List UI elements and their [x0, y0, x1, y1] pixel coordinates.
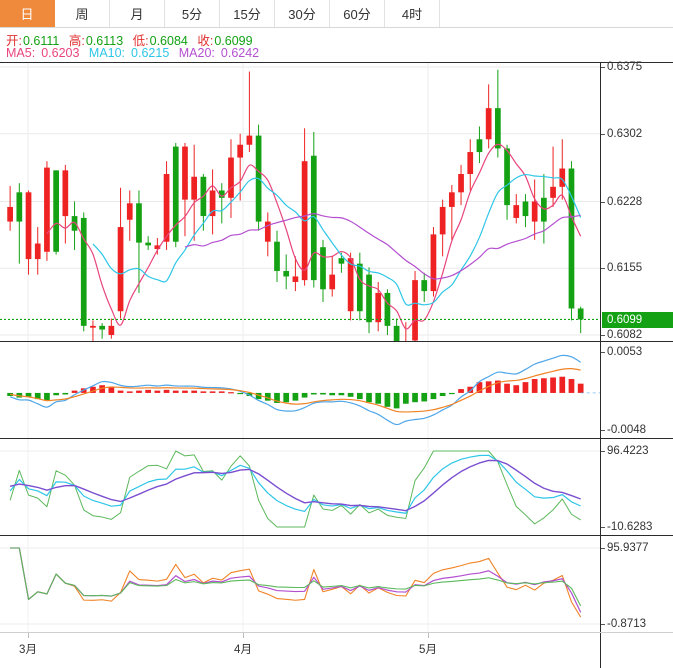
candlestick-plot [0, 63, 600, 341]
high-value: 0.6113 [85, 34, 124, 48]
open-label: 开: [6, 34, 22, 48]
price-tick-label: 0.6155 [607, 262, 643, 275]
price-tick-label: 0.6228 [607, 195, 643, 208]
tab-60min-label: 60分 [343, 7, 371, 22]
tab-30min-label: 30分 [288, 7, 316, 22]
open-value: 0.6111 [22, 34, 60, 48]
tab-month-label: 月 [130, 7, 144, 22]
tab-15min[interactable]: 15分 [220, 0, 275, 27]
rsi-tick-label: -0.8713 [607, 618, 647, 630]
ma20-label: MA20: [178, 46, 215, 60]
kdj-panel[interactable]: 96.4223 -10.6283 [0, 438, 673, 535]
timeframe-tabbar: 日 周 月 5分 15分 30分 60分 4时 [0, 0, 673, 28]
ohlc-legend: 开:0.6111 高:0.6113 低:0.6084 收:0.6099 [6, 30, 259, 49]
time-axis-label: 3月 [19, 644, 37, 656]
last-price-value: 0.6099 [607, 313, 643, 326]
ma10-value: 0.6215 [131, 46, 170, 60]
price-tick-label: 0.6375 [607, 61, 643, 73]
time-axis-tick [243, 633, 244, 638]
tab-30min[interactable]: 30分 [275, 0, 330, 27]
ma10-label: MA10: [88, 46, 126, 60]
tab-week-label: 周 [75, 7, 89, 22]
price-panel[interactable]: 0.6375 0.6302 0.6228 0.6155 0.6082 0.6099 [0, 61, 673, 341]
kdj-plot [0, 439, 600, 535]
high-label: 高: [68, 34, 85, 48]
close-label: 收: [197, 34, 214, 48]
macd-panel[interactable]: 0.0053 -0.0048 [0, 341, 673, 438]
time-axis-label: 4月 [234, 644, 252, 656]
tab-day[interactable]: 日 [0, 0, 55, 27]
tab-4hour-label: 4时 [401, 7, 423, 22]
rsi-tick-label: 95.9377 [607, 542, 649, 554]
ma5-value: 0.6203 [41, 46, 80, 60]
time-axis-tick [428, 633, 429, 638]
tabbar-filler [440, 0, 673, 27]
tab-month[interactable]: 月 [110, 0, 165, 27]
kdj-tick-label: -10.6283 [607, 521, 653, 533]
ma20-value: 0.6242 [220, 46, 260, 60]
close-value: 0.6099 [214, 34, 253, 48]
rsi-scale-axis: 95.9377 -0.8713 [600, 536, 673, 632]
price-tick-label: 0.6082 [607, 329, 643, 341]
rsi-plot [0, 536, 600, 632]
time-axis-panel: 3月 4月 5月 [0, 632, 673, 668]
ma-legend: MA5: 0.6203 MA10: 0.6215 MA20: 0.6242 [6, 46, 265, 60]
time-axis-corner [600, 633, 673, 668]
price-tick-label: 0.6302 [607, 127, 643, 140]
tab-5min-label: 5分 [181, 7, 203, 22]
last-price-badge: 0.6099 [602, 311, 673, 328]
rsi-panel[interactable]: 95.9377 -0.8713 [0, 535, 673, 632]
price-scale-axis: 0.6375 0.6302 0.6228 0.6155 0.6082 0.6099 [600, 61, 673, 341]
kdj-tick-label: 96.4223 [607, 445, 649, 457]
low-value: 0.6084 [149, 34, 188, 48]
macd-plot [7, 342, 600, 438]
time-axis-tick [28, 633, 29, 638]
tab-60min[interactable]: 60分 [330, 0, 385, 27]
tab-day-label: 日 [20, 7, 34, 22]
macd-tick-label: 0.0053 [607, 346, 643, 358]
macd-scale-axis: 0.0053 -0.0048 [600, 342, 673, 438]
macd-tick-label: -0.0048 [607, 424, 647, 436]
ma5-label: MA5: [6, 46, 36, 60]
kdj-scale-axis: 96.4223 -10.6283 [600, 439, 673, 535]
tab-week[interactable]: 周 [55, 0, 110, 27]
tab-4hour[interactable]: 4时 [385, 0, 440, 27]
tab-15min-label: 15分 [233, 7, 261, 22]
time-axis-label: 5月 [419, 644, 437, 656]
tab-5min[interactable]: 5分 [165, 0, 220, 27]
time-axis: 3月 4月 5月 [0, 633, 600, 668]
low-label: 低: [132, 34, 149, 48]
